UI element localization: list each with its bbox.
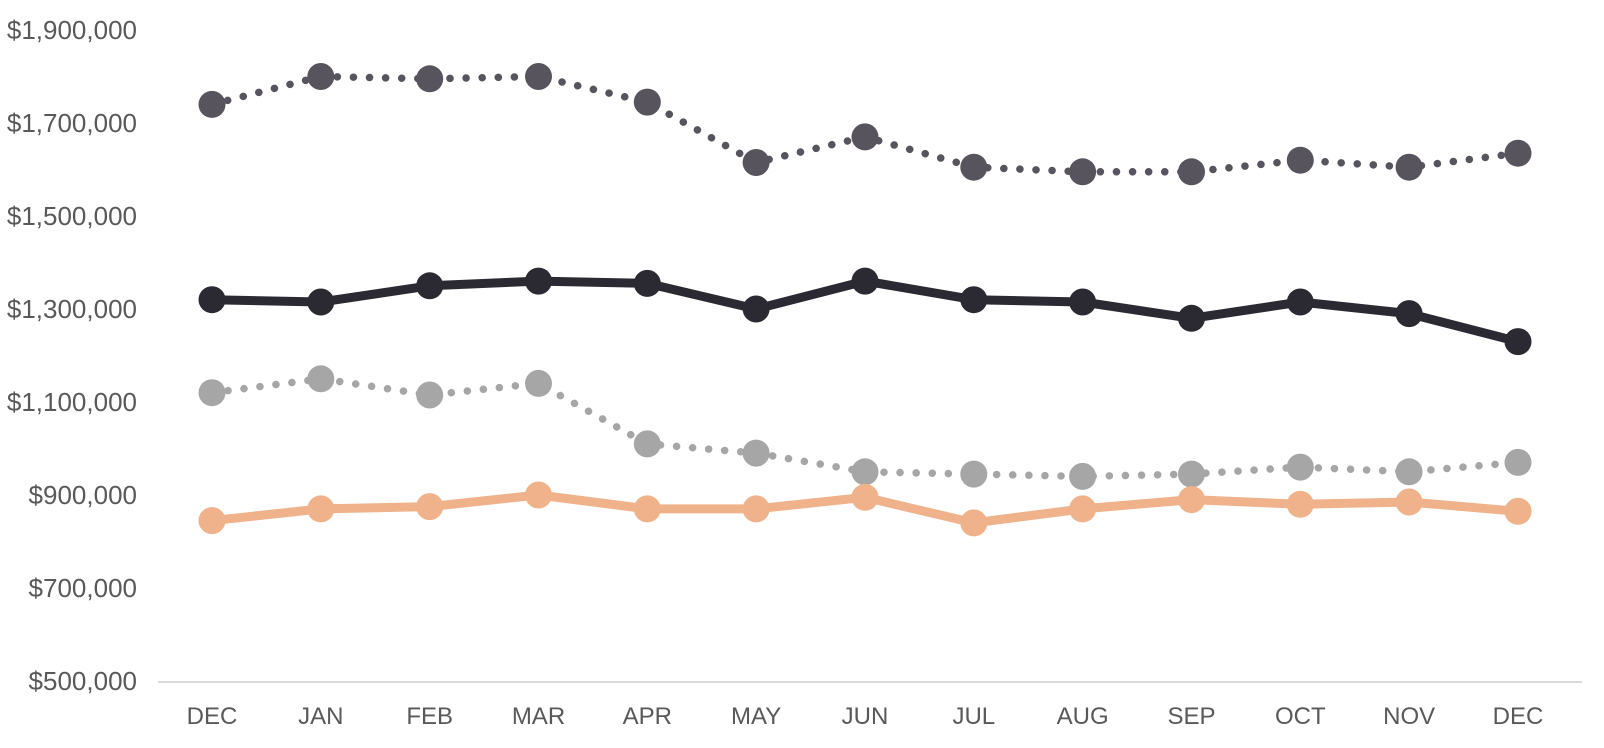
series-4-peach-solid-data-point (1069, 495, 1097, 523)
series-3-gray-dotted-data-point (633, 430, 661, 458)
series-1-dark-dotted-data-point (1286, 146, 1314, 174)
series-4-peach-solid-data-point (1395, 488, 1423, 516)
series-1-dark-dotted-data-point (1395, 153, 1423, 181)
series-2-black-solid-data-point (1069, 288, 1097, 316)
x-axis-tick-label: APR (623, 703, 672, 730)
series-2-black-solid-data-point (307, 288, 335, 316)
x-axis-tick-label: MAY (731, 703, 781, 730)
x-axis-tick-label: FEB (406, 703, 453, 730)
series-3-gray-dotted-data-point (416, 381, 444, 409)
series-1-dark-dotted-data-point (416, 65, 444, 93)
series-1-dark-dotted-data-point (525, 63, 552, 90)
y-axis-tick-label: $1,100,000 (7, 387, 137, 417)
x-axis-tick-label: JAN (298, 703, 343, 730)
x-axis-tick-label: SEP (1167, 703, 1215, 730)
series-1-dark-dotted-data-point (633, 88, 661, 116)
x-axis-tick-label: DEC (187, 703, 238, 730)
series-3-gray-dotted-data-point (1504, 448, 1532, 476)
series-4-peach-solid-data-point (1178, 486, 1205, 514)
series-2-black-solid-data-point (851, 267, 879, 295)
series-2-black-solid-data-point (416, 272, 444, 300)
series-2-black-solid-data-point (1395, 300, 1423, 328)
x-axis-tick-label: OCT (1275, 703, 1326, 730)
series-3-gray-dotted-data-point (851, 458, 879, 486)
y-axis-tick-label: $1,700,000 (7, 108, 137, 138)
series-2-black-solid-data-point (1286, 288, 1314, 316)
series-3-gray-dotted-data-point (525, 369, 552, 397)
series-1-dark-dotted-data-point (307, 63, 335, 90)
y-axis-tick-label: $1,500,000 (7, 201, 137, 231)
series-1-dark-dotted-data-point (1504, 139, 1532, 167)
series-1-dark-dotted-data-point (1178, 158, 1205, 186)
x-axis-tick-label: NOV (1383, 703, 1435, 730)
series-2-black-solid-data-point (633, 269, 661, 297)
x-axis-tick-label: JUN (842, 703, 889, 730)
series-2-black-solid-data-point (525, 267, 552, 295)
series-3-gray-dotted-data-point (1178, 460, 1205, 488)
x-axis-tick-label: AUG (1057, 703, 1109, 730)
series-2-black-solid-data-point (742, 295, 770, 323)
series-3-gray-dotted-data-point (1286, 453, 1314, 481)
series-2-black-solid-data-point (1178, 304, 1205, 332)
y-axis-tick-label: $500,000 (29, 666, 137, 696)
series-3-gray-dotted-data-point (307, 365, 335, 393)
x-axis-tick-label: DEC (1493, 703, 1544, 730)
series-4-peach-solid-data-point (1286, 490, 1314, 518)
series-1-dark-dotted-data-point (851, 123, 879, 151)
x-axis-tick-label: MAR (512, 703, 565, 730)
series-2-black-solid-data-point (1504, 328, 1532, 356)
series-1-dark-dotted-data-point (1069, 158, 1097, 186)
series-4-peach-solid-data-point (525, 481, 552, 509)
series-2-black-solid-data-point (960, 286, 988, 314)
series-4-peach-solid-data-point (1504, 497, 1532, 525)
series-2-black-solid-data-point (198, 286, 226, 314)
y-axis-tick-label: $700,000 (29, 573, 137, 603)
series-4-peach-solid-data-point (307, 495, 335, 523)
series-4-peach-solid-data-point (198, 507, 226, 535)
series-4-peach-solid-data-point (633, 495, 661, 523)
series-3-gray-dotted-data-point (198, 379, 226, 407)
series-1-dark-dotted-data-point (198, 90, 226, 118)
series-4-peach-solid-data-point (742, 495, 770, 523)
series-4-peach-solid-data-point (416, 493, 444, 521)
series-3-gray-dotted-data-point (1395, 458, 1423, 486)
series-3-gray-dotted-data-point (1069, 462, 1097, 490)
x-axis-tick-label: JUL (952, 703, 995, 730)
series-4-peach-solid-data-point (960, 509, 988, 537)
y-axis-tick-label: $1,900,000 (7, 15, 137, 45)
series-3-gray-dotted-data-point (742, 439, 770, 467)
series-1-dark-dotted-data-point (742, 149, 770, 176)
series-1-dark-dotted-data-point (960, 153, 988, 181)
series-3-gray-dotted-data-point (960, 460, 988, 488)
y-axis-tick-label: $900,000 (29, 480, 137, 510)
y-axis-tick-label: $1,300,000 (7, 294, 137, 324)
series-4-peach-solid-data-point (851, 483, 879, 511)
